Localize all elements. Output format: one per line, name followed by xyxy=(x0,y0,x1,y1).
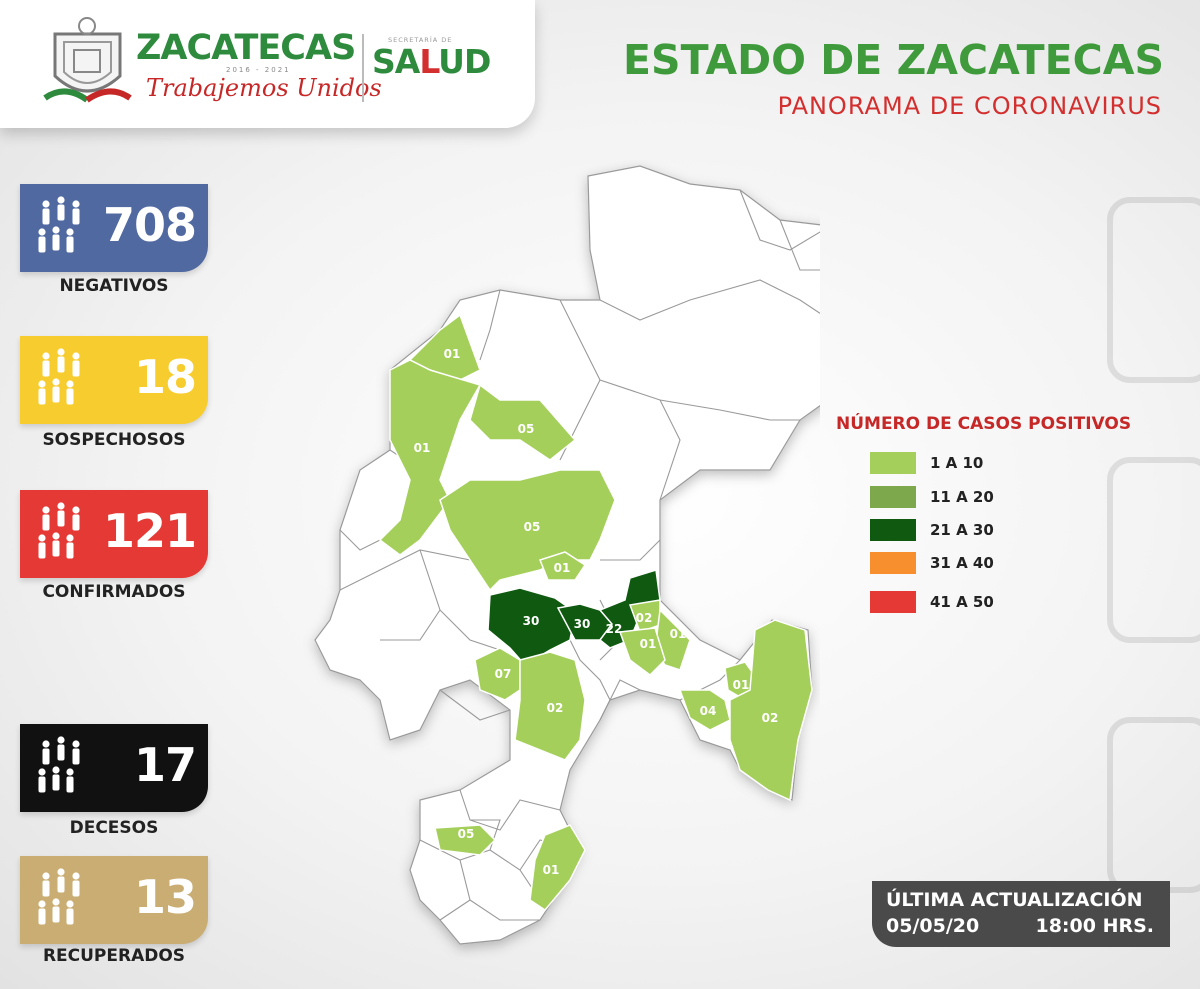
region-label: 02 xyxy=(636,611,653,625)
stat-value: 121 xyxy=(102,504,197,558)
region-1-10 xyxy=(729,619,813,802)
legend-swatch xyxy=(870,552,916,574)
legend-item: 31 A 40 xyxy=(870,551,994,575)
region-1-10 xyxy=(618,627,666,676)
region-label: 01 xyxy=(670,627,687,641)
stat-label: CONFIRMADOS xyxy=(42,582,186,602)
stat-box-decesos: 17 xyxy=(20,724,208,812)
stat-value: 13 xyxy=(133,870,197,924)
watermark-seal-icon xyxy=(1107,717,1200,893)
last-update-label: ÚLTIMA ACTUALIZACIÓN xyxy=(886,889,1143,911)
legend-label: 31 A 40 xyxy=(930,554,994,572)
municipal-borders xyxy=(339,189,820,921)
region-label: 05 xyxy=(524,520,541,534)
legend-swatch xyxy=(870,591,916,613)
stat-label: NEGATIVOS xyxy=(59,276,169,296)
legend-label: 21 A 30 xyxy=(930,521,994,539)
watermark-seal-icon xyxy=(1107,197,1200,383)
region-label: 05 xyxy=(458,827,475,841)
stat-value: 18 xyxy=(133,350,197,404)
stat-box-negativos: 708 xyxy=(20,184,208,272)
header-card: ZACATECAS 2016 - 2021 Trabajemos Unidos … xyxy=(0,0,535,128)
stat-label: SOSPECHOSOS xyxy=(42,430,186,450)
legend-swatch xyxy=(870,452,916,474)
region-label: 01 xyxy=(733,678,750,692)
zacatecas-map: 01 01 05 05 01 30 30 22 02 01 01 07 02 0… xyxy=(314,165,820,945)
last-update-box: ÚLTIMA ACTUALIZACIÓN 05/05/20 18:00 HRS. xyxy=(872,881,1170,947)
region-label: 07 xyxy=(495,667,512,681)
stat-value: 708 xyxy=(102,198,197,252)
stat-label: RECUPERADOS xyxy=(42,946,186,966)
watermark-seal-icon xyxy=(1107,457,1200,643)
people-icon xyxy=(38,868,80,925)
region-label: 02 xyxy=(547,701,564,715)
people-icon xyxy=(38,196,80,253)
region-1-10 xyxy=(378,359,482,556)
page-title: ESTADO DE ZACATECAS xyxy=(623,36,1164,84)
region-label: 30 xyxy=(523,614,540,628)
legend-swatch xyxy=(870,519,916,541)
legend-label: 1 A 10 xyxy=(930,454,984,472)
people-icon xyxy=(38,348,80,405)
legend-item: 21 A 30 xyxy=(870,518,994,542)
region-label: 01 xyxy=(543,863,560,877)
legend-swatch xyxy=(870,486,916,508)
region-1-10 xyxy=(514,651,586,761)
region-label: 01 xyxy=(414,441,431,455)
people-icon xyxy=(38,736,80,793)
legend-item: 41 A 50 xyxy=(870,590,994,614)
region-1-10 xyxy=(539,551,587,581)
region-21-30 xyxy=(487,587,576,666)
salud-logo: SALUD xyxy=(372,42,491,81)
region-1-10 xyxy=(434,824,497,856)
last-update-time: 18:00 HRS. xyxy=(1035,915,1154,937)
region-label: 22 xyxy=(606,622,623,636)
people-icon xyxy=(38,502,80,559)
page-subtitle: PANORAMA DE CORONAVIRUS xyxy=(777,92,1162,120)
region-label: 04 xyxy=(700,704,717,718)
header-divider xyxy=(362,34,364,102)
stat-box-sospechosos: 18 xyxy=(20,336,208,424)
region-label: 02 xyxy=(762,711,779,725)
region-label: 01 xyxy=(444,347,461,361)
stat-value: 17 xyxy=(133,738,197,792)
region-label: 05 xyxy=(518,422,535,436)
stat-box-confirmados: 121 xyxy=(20,490,208,578)
region-label: 01 xyxy=(554,561,571,575)
legend-label: 11 A 20 xyxy=(930,488,994,506)
legend-title: NÚMERO DE CASOS POSITIVOS xyxy=(836,414,1132,434)
legend-item: 1 A 10 xyxy=(870,451,983,475)
last-update-date: 05/05/20 xyxy=(886,915,980,937)
region-1-10 xyxy=(469,383,577,461)
coat-of-arms-icon xyxy=(43,17,132,103)
region-label: 01 xyxy=(640,637,657,651)
region-label: 30 xyxy=(574,617,591,631)
brand-slogan: Trabajemos Unidos xyxy=(146,74,382,102)
secretaria-label: SECRETARÍA DE xyxy=(388,36,453,44)
legend-label: 41 A 50 xyxy=(930,593,994,611)
stat-box-recuperados: 13 xyxy=(20,856,208,944)
brand-title: ZACATECAS xyxy=(136,28,356,68)
region-1-10 xyxy=(529,824,586,911)
legend-item: 11 A 20 xyxy=(870,485,994,509)
stat-label: DECESOS xyxy=(69,818,159,838)
brand-years: 2016 - 2021 xyxy=(226,66,291,74)
